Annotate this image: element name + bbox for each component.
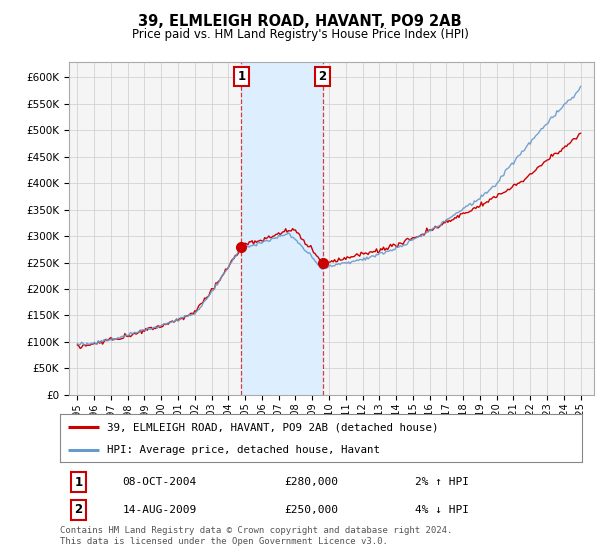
Text: Contains HM Land Registry data © Crown copyright and database right 2024.
This d: Contains HM Land Registry data © Crown c… bbox=[60, 526, 452, 546]
Text: HPI: Average price, detached house, Havant: HPI: Average price, detached house, Hava… bbox=[107, 445, 380, 455]
Text: 14-AUG-2009: 14-AUG-2009 bbox=[122, 505, 197, 515]
Text: 39, ELMLEIGH ROAD, HAVANT, PO9 2AB (detached house): 39, ELMLEIGH ROAD, HAVANT, PO9 2AB (deta… bbox=[107, 422, 439, 432]
Bar bbox=[241, 62, 323, 395]
Text: 1: 1 bbox=[237, 70, 245, 83]
Text: 39, ELMLEIGH ROAD, HAVANT, PO9 2AB: 39, ELMLEIGH ROAD, HAVANT, PO9 2AB bbox=[138, 14, 462, 29]
Text: 08-OCT-2004: 08-OCT-2004 bbox=[122, 477, 197, 487]
Text: 2: 2 bbox=[319, 70, 326, 83]
Text: Price paid vs. HM Land Registry's House Price Index (HPI): Price paid vs. HM Land Registry's House … bbox=[131, 28, 469, 41]
Text: 4% ↓ HPI: 4% ↓ HPI bbox=[415, 505, 469, 515]
Text: 2% ↑ HPI: 2% ↑ HPI bbox=[415, 477, 469, 487]
Text: £280,000: £280,000 bbox=[284, 477, 338, 487]
Text: £250,000: £250,000 bbox=[284, 505, 338, 515]
Text: 1: 1 bbox=[74, 476, 82, 489]
Text: 2: 2 bbox=[74, 503, 82, 516]
